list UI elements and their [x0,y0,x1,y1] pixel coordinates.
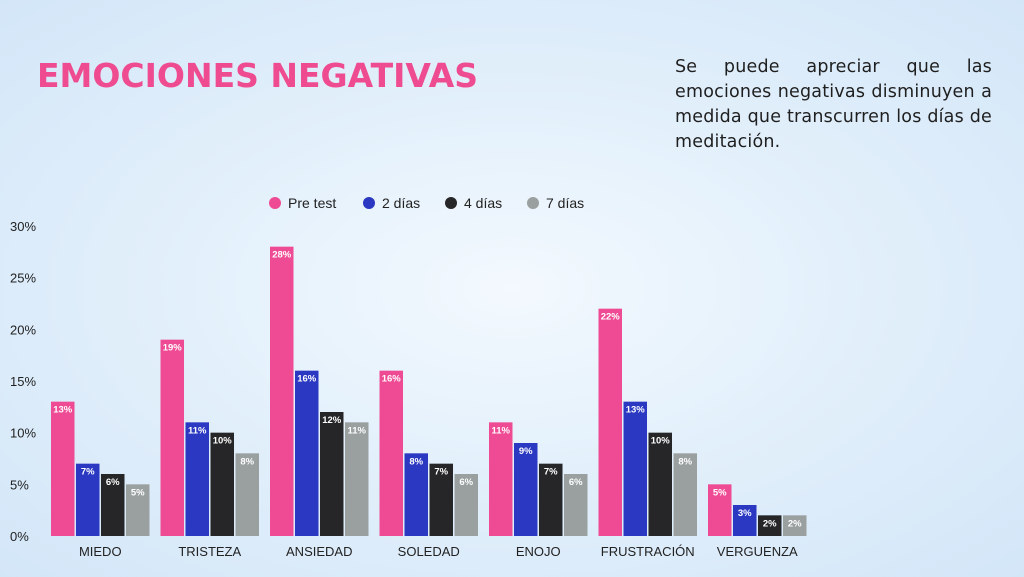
data-label: 2% [763,518,777,529]
legend-label: 2 días [382,195,420,211]
bar-soledad-1 [404,453,428,536]
data-label: 16% [382,374,402,385]
data-label: 8% [409,456,423,467]
bar-verguenza-1 [733,505,757,536]
bar-frustración-2 [648,432,672,536]
legend-label: 4 días [464,195,502,211]
bar-enojo-1 [514,443,538,536]
data-label: 2% [788,518,802,529]
page-title: EMOCIONES NEGATIVAS [37,56,479,95]
y-tick-label: 20% [10,322,36,337]
data-label: 11% [348,425,367,436]
data-label: 12% [322,415,342,426]
data-label: 6% [106,477,120,488]
legend-label: 7 días [546,195,584,211]
y-tick-label: 30% [10,219,36,234]
bar-enojo-0 [489,422,513,536]
data-label: 7% [544,467,558,478]
bar-miedo-3 [126,484,150,536]
bar-soledad-2 [429,463,453,536]
legend-marker [527,197,539,209]
data-label: 8% [678,456,692,467]
y-tick-label: 10% [10,426,36,441]
legend-marker [445,197,457,209]
data-label: 5% [713,487,727,498]
bar-miedo-2 [101,474,125,536]
data-label: 13% [626,405,646,416]
data-label: 10% [651,436,671,447]
data-label: 7% [81,467,95,478]
bar-tristeza-0 [160,339,184,536]
data-label: 9% [519,446,533,457]
x-tick-label: FRUSTRACIÓN [601,544,695,559]
x-tick-label: TRISTEZA [178,544,241,559]
data-label: 7% [434,467,448,478]
data-label: 3% [738,508,752,519]
legend-marker [269,197,281,209]
bar-ansiedad-3 [345,422,369,536]
bar-verguenza-0 [708,484,732,536]
bar-verguenza-2 [758,515,782,536]
y-tick-label: 0% [10,529,29,544]
x-tick-label: ANSIEDAD [286,544,352,559]
bar-tristeza-1 [185,422,209,536]
data-label: 13% [53,405,73,416]
y-tick-label: 15% [10,374,36,389]
data-label: 16% [297,374,317,385]
bar-frustración-1 [623,401,647,536]
legend-marker [363,197,375,209]
y-tick-label: 25% [10,271,36,286]
data-label: 6% [569,477,583,488]
legend-label: Pre test [288,195,336,211]
bar-ansiedad-0 [270,246,294,536]
data-label: 6% [459,477,473,488]
bar-tristeza-3 [235,453,259,536]
bar-frustración-0 [598,308,622,536]
x-tick-label: VERGUENZA [717,544,798,559]
description-text: Se puede apreciar que las emociones nega… [675,57,992,152]
data-label: 8% [240,456,254,467]
bar-soledad-3 [454,474,478,536]
bar-ansiedad-2 [320,412,344,536]
bar-enojo-3 [564,474,588,536]
data-label: 19% [163,343,183,354]
data-label: 5% [131,487,145,498]
bar-soledad-0 [379,370,403,536]
bar-ansiedad-1 [295,370,319,536]
data-label: 10% [213,436,233,447]
x-tick-label: ENOJO [516,544,561,559]
data-label: 11% [492,425,511,436]
bar-frustración-3 [673,453,697,536]
bar-verguenza-3 [783,515,807,536]
x-tick-label: MIEDO [79,544,122,559]
x-tick-label: SOLEDAD [398,544,460,559]
bar-tristeza-2 [210,432,234,536]
data-label: 28% [272,250,292,261]
y-tick-label: 5% [10,477,29,492]
bar-miedo-1 [76,463,100,536]
data-label: 11% [188,425,207,436]
bar-enojo-2 [539,463,563,536]
data-label: 22% [601,312,621,323]
bar-miedo-0 [51,401,75,536]
